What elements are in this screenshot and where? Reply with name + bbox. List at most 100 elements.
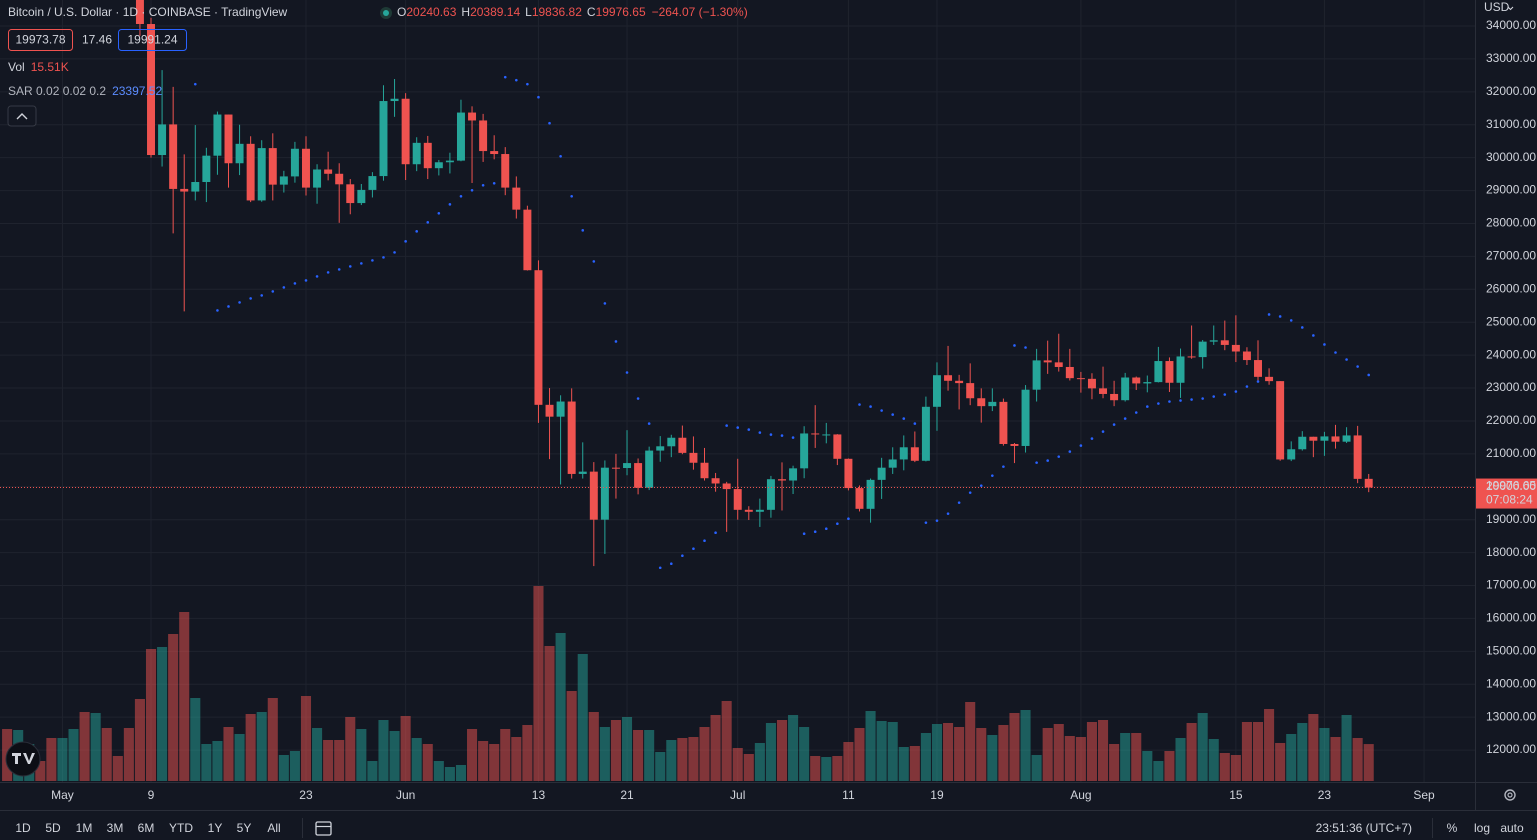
timeframe-button[interactable]: 1D bbox=[15, 821, 31, 835]
volume-bar bbox=[389, 731, 400, 781]
volume-bar bbox=[821, 757, 832, 781]
y-tick-label: 17000.00 bbox=[1486, 578, 1536, 592]
ohlc-letter: C bbox=[587, 5, 596, 19]
timeframe-button[interactable]: YTD bbox=[169, 821, 193, 835]
currency-label[interactable]: USD bbox=[1484, 0, 1510, 14]
volume-bar bbox=[345, 717, 356, 781]
timeframe-button[interactable]: 1Y bbox=[208, 821, 223, 835]
volume-bar bbox=[599, 727, 610, 781]
candle-body bbox=[700, 462, 709, 479]
volume-bar bbox=[1142, 751, 1153, 781]
timeframe-button[interactable]: 5Y bbox=[237, 821, 252, 835]
sar-dot bbox=[548, 121, 551, 125]
y-tick-label: 13000.00 bbox=[1486, 709, 1536, 723]
candle-body bbox=[302, 148, 310, 188]
settings-button[interactable] bbox=[1504, 789, 1516, 801]
volume-bar bbox=[1208, 739, 1219, 781]
bid-box bbox=[8, 29, 73, 51]
volume-bar bbox=[1186, 723, 1197, 781]
y-tick-label: 26000.00 bbox=[1486, 281, 1536, 295]
sar-dot bbox=[1212, 395, 1216, 398]
candle-body bbox=[1076, 378, 1085, 380]
sar-dot bbox=[515, 78, 518, 82]
candle-body bbox=[512, 187, 521, 210]
timeframe-button[interactable]: 1M bbox=[76, 821, 93, 835]
volume-bar bbox=[267, 698, 278, 781]
ohlc-value: 19836.82 bbox=[532, 5, 582, 19]
volume-bar bbox=[400, 716, 411, 781]
candle-body bbox=[877, 467, 886, 480]
candle-body bbox=[390, 98, 399, 102]
sar-dot bbox=[393, 251, 396, 254]
volume-bar bbox=[1020, 710, 1031, 781]
volume-bar bbox=[710, 715, 721, 781]
last-price-label: 19976.65 bbox=[1486, 479, 1536, 493]
candle-body bbox=[667, 437, 676, 447]
volume-bar bbox=[1097, 720, 1109, 781]
sar-dot bbox=[559, 154, 562, 158]
sar-dot bbox=[481, 183, 485, 187]
candle-body bbox=[1231, 344, 1240, 352]
clock[interactable]: 23:51:36 (UTC+7) bbox=[1316, 821, 1412, 835]
y-tick-label: 30000.00 bbox=[1486, 150, 1536, 164]
candle-body bbox=[656, 446, 665, 451]
volume-bar bbox=[544, 646, 555, 781]
sar-dot bbox=[703, 539, 706, 543]
candle-body bbox=[977, 398, 986, 407]
sar-dot bbox=[736, 426, 740, 429]
volume-bar bbox=[1197, 713, 1208, 781]
sar-dot bbox=[791, 436, 795, 439]
volume-bar bbox=[1009, 713, 1020, 781]
sar-dot bbox=[670, 562, 673, 566]
sar-dot bbox=[769, 433, 773, 436]
candle-body bbox=[1242, 351, 1251, 361]
bid-price: 19973.78 bbox=[15, 33, 65, 47]
candle-body bbox=[313, 169, 322, 188]
volume-value: 15.51K bbox=[31, 60, 69, 74]
gear-icon[interactable] bbox=[1504, 789, 1516, 801]
ohlc-legend: O20240.63 H20389.14 L19836.82 C19976.65 −264… bbox=[397, 5, 748, 19]
logo[interactable] bbox=[5, 741, 41, 777]
volume-bar bbox=[57, 738, 68, 781]
sar-dot bbox=[1002, 465, 1005, 468]
sar-dot bbox=[1312, 334, 1315, 337]
volume-bar bbox=[732, 748, 743, 781]
scale-option[interactable]: auto bbox=[1500, 821, 1524, 835]
ask-box bbox=[118, 29, 187, 51]
scale-option[interactable]: log bbox=[1474, 821, 1490, 835]
candle-body bbox=[490, 151, 499, 155]
volume-bar bbox=[865, 711, 876, 781]
candle-body bbox=[833, 434, 842, 459]
goto-date-button[interactable] bbox=[315, 821, 332, 836]
sar-dot bbox=[360, 262, 363, 265]
volume-bar bbox=[898, 747, 909, 781]
candle-body bbox=[501, 154, 510, 188]
collapse-button-frame[interactable] bbox=[7, 105, 37, 127]
timeframe-button[interactable]: 5D bbox=[45, 821, 61, 835]
candle-body bbox=[1342, 435, 1351, 442]
x-tick-label: 9 bbox=[148, 788, 155, 802]
candle-body bbox=[1065, 366, 1074, 379]
collapse-button[interactable] bbox=[7, 105, 37, 127]
sar-dot bbox=[581, 229, 585, 232]
sar-dot bbox=[415, 230, 418, 233]
ask-price: 19991.24 bbox=[127, 33, 177, 47]
timeframe-button[interactable]: 6M bbox=[138, 821, 155, 835]
timeframe-button[interactable]: All bbox=[267, 821, 280, 835]
candle-body bbox=[180, 188, 189, 192]
candle-body bbox=[1220, 340, 1229, 345]
candle-body bbox=[634, 463, 643, 488]
calendar-icon[interactable] bbox=[315, 821, 332, 836]
scale-option[interactable]: % bbox=[1447, 821, 1458, 835]
timeframe-button[interactable]: 3M bbox=[107, 821, 124, 835]
sar-dot bbox=[1234, 390, 1238, 393]
volume-bar bbox=[876, 721, 887, 781]
volume-bar bbox=[533, 586, 544, 781]
volume-bar bbox=[854, 728, 865, 781]
volume-bar bbox=[1275, 743, 1286, 781]
candle-body bbox=[379, 101, 388, 177]
logo-circle[interactable] bbox=[5, 741, 41, 777]
volume-bar bbox=[278, 755, 289, 781]
volume-bar bbox=[378, 720, 389, 781]
